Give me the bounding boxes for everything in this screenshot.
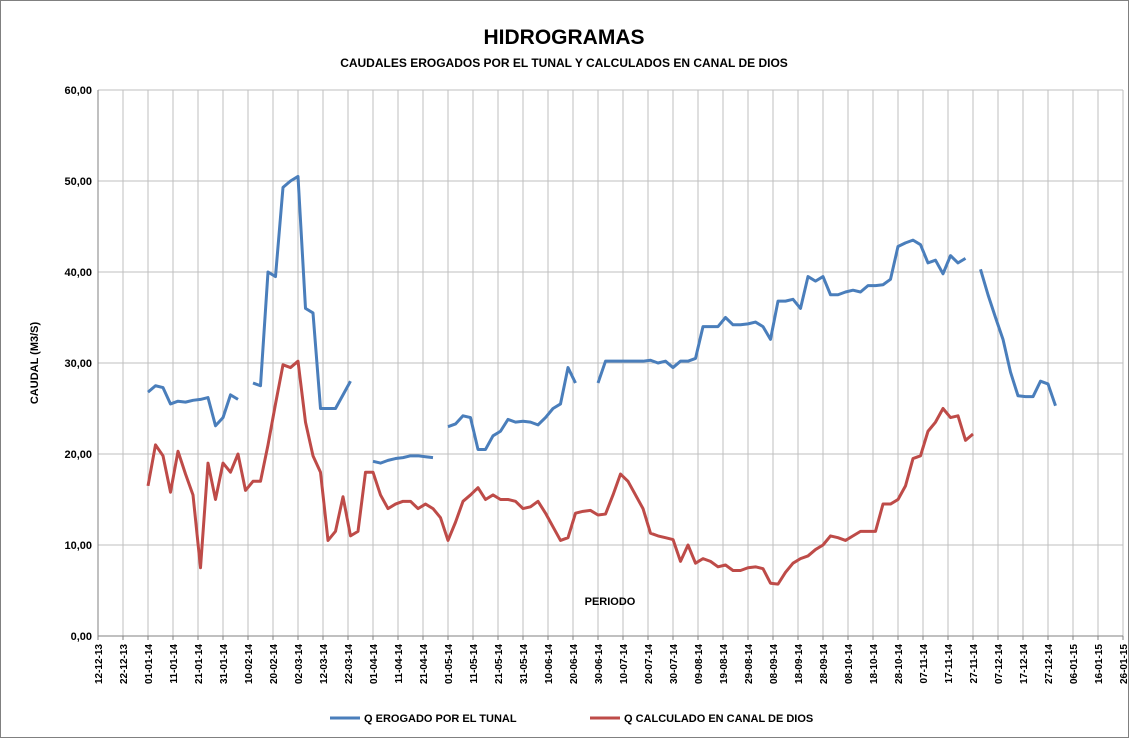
x-tick-label: 12-03-14 bbox=[319, 644, 330, 684]
x-tick-label: 12-12-13 bbox=[94, 644, 105, 684]
series-line bbox=[146, 359, 974, 586]
x-tick-label: 09-08-14 bbox=[694, 644, 705, 684]
x-tick-label: 08-09-14 bbox=[769, 644, 780, 684]
x-tick-label: 26-01-15 bbox=[1119, 644, 1129, 684]
x-tick-label: 06-01-15 bbox=[1069, 644, 1080, 684]
series-line bbox=[147, 384, 239, 428]
y-tick-label: 30,00 bbox=[64, 358, 92, 370]
x-tick-label: 18-09-14 bbox=[794, 644, 805, 684]
x-tick-label: 10-07-14 bbox=[619, 644, 630, 684]
x-tick-label: 18-10-14 bbox=[869, 644, 880, 684]
x-tick-label: 28-10-14 bbox=[894, 644, 905, 684]
x-tick-label: 20-02-14 bbox=[269, 644, 280, 684]
y-tick-label: 50,00 bbox=[64, 176, 92, 188]
x-tick-label: 22-12-13 bbox=[119, 644, 130, 684]
x-tick-label: 30-07-14 bbox=[669, 644, 680, 684]
x-tick-label: 02-03-14 bbox=[294, 644, 305, 684]
y-tick-label: 60,00 bbox=[64, 85, 92, 97]
grid bbox=[97, 89, 1124, 637]
series-line bbox=[979, 268, 1057, 407]
x-axis-label: PERIODO bbox=[585, 596, 636, 608]
x-tick-label: 21-05-14 bbox=[494, 644, 505, 684]
x-tick-label: 21-01-14 bbox=[194, 644, 205, 684]
x-tick-label: 22-03-14 bbox=[344, 644, 355, 684]
x-tick-label: 17-12-14 bbox=[1019, 644, 1030, 684]
x-tick-label: 29-08-14 bbox=[744, 644, 755, 684]
legend-label: Q CALCULADO EN CANAL DE DIOS bbox=[624, 713, 813, 725]
x-tick-label: 31-01-14 bbox=[219, 644, 230, 684]
x-tick-label: 10-06-14 bbox=[544, 644, 555, 684]
x-tick-label: 17-11-14 bbox=[944, 644, 955, 684]
legend-label: Q EROGADO POR EL TUNAL bbox=[364, 713, 517, 725]
x-tick-label: 10-02-14 bbox=[244, 644, 255, 684]
series-line bbox=[447, 366, 577, 451]
x-tick-label: 11-01-14 bbox=[169, 644, 180, 684]
x-tick-label: 21-04-14 bbox=[419, 644, 430, 684]
x-tick-label: 16-01-15 bbox=[1094, 644, 1105, 684]
series-line bbox=[372, 454, 434, 465]
x-tick-label: 01-04-14 bbox=[369, 644, 380, 684]
x-tick-label: 08-10-14 bbox=[844, 644, 855, 684]
x-tick-label: 30-06-14 bbox=[594, 644, 605, 684]
series-line bbox=[596, 238, 967, 384]
series-line bbox=[252, 174, 352, 410]
chart-title: HIDROGRAMAS bbox=[484, 26, 645, 49]
x-tick-label: 07-12-14 bbox=[994, 644, 1005, 684]
chart-subtitle: CAUDALES EROGADOS POR EL TUNAL Y CALCULA… bbox=[340, 56, 788, 70]
x-tick-label: 19-08-14 bbox=[719, 644, 730, 684]
y-axis-label: CAUDAL (M3/S) bbox=[29, 322, 41, 405]
x-tick-label: 31-05-14 bbox=[519, 644, 530, 684]
y-tick-label: 40,00 bbox=[64, 267, 92, 279]
y-tick-label: 0,00 bbox=[71, 631, 92, 643]
x-tick-label: 01-01-14 bbox=[144, 644, 155, 684]
x-tick-label: 27-11-14 bbox=[969, 644, 980, 684]
y-tick-label: 10,00 bbox=[64, 540, 92, 552]
x-tick-label: 20-06-14 bbox=[569, 644, 580, 684]
x-tick-label: 07-11-14 bbox=[919, 644, 930, 684]
x-tick-label: 01-05-14 bbox=[444, 644, 455, 684]
x-tick-label: 11-04-14 bbox=[394, 644, 405, 684]
y-tick-label: 20,00 bbox=[64, 449, 92, 461]
x-tick-label: 28-09-14 bbox=[819, 644, 830, 684]
x-tick-label: 11-05-14 bbox=[469, 644, 480, 684]
x-tick-label: 27-12-14 bbox=[1044, 644, 1055, 684]
x-tick-label: 20-07-14 bbox=[644, 644, 655, 684]
